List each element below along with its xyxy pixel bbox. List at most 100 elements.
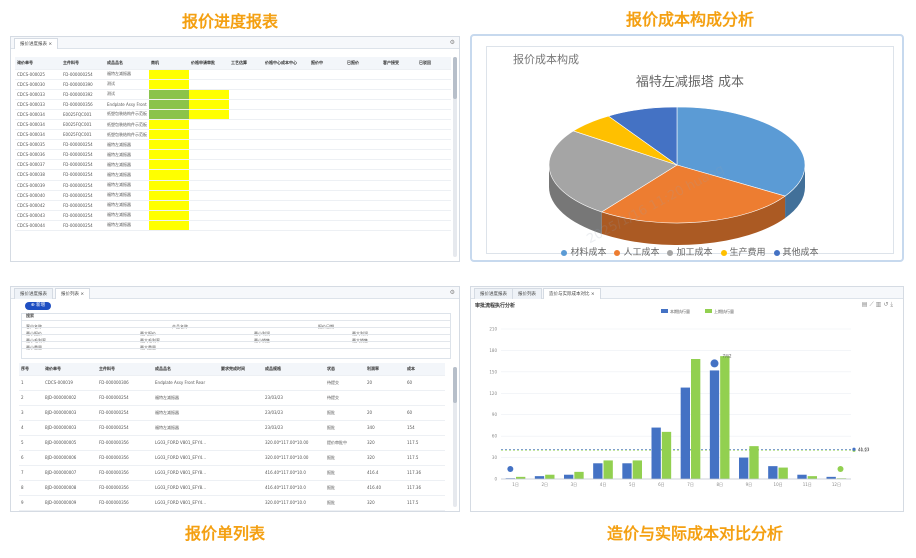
table-row[interactable]: CDCS-000030 FD-000000390 测试 bbox=[15, 79, 451, 90]
bar[interactable] bbox=[749, 446, 759, 479]
tab-progress-report[interactable]: 报价进度报表 bbox=[14, 288, 53, 299]
column-header[interactable]: 客户接受 bbox=[381, 57, 417, 70]
legend-item[interactable]: 材料成本 bbox=[561, 248, 606, 258]
column-header[interactable]: 序号 bbox=[19, 363, 43, 376]
table-row[interactable]: 7 BJD-000000007 FD-000000356 LG03_FORD V801… bbox=[19, 465, 445, 481]
column-header[interactable]: 价格中心成本中心 bbox=[263, 57, 309, 70]
column-header[interactable]: 工艺估算 bbox=[229, 57, 263, 70]
table-row[interactable]: 2 BJD-000000002 FD-000000254 福特左减振器 23/03/23… bbox=[19, 390, 445, 406]
tab-cost-compare[interactable]: 造价与实际成本对比 × bbox=[543, 288, 601, 299]
table-row[interactable]: CDCS-000043 FD-000000254 福特左减振器 bbox=[15, 210, 451, 221]
table-row[interactable]: 1 CDCS-000019 FD-000000306 Endplate Assy Fr… bbox=[19, 375, 445, 391]
table-row[interactable]: 4 BJD-000000003 FD-000000254 福特左减振器 23/03/23… bbox=[19, 420, 445, 436]
bar[interactable] bbox=[691, 359, 701, 479]
column-header[interactable]: 主件料号 bbox=[97, 363, 153, 376]
filter-label[interactable]: 最大重量 bbox=[140, 345, 156, 351]
pie-slice[interactable] bbox=[601, 164, 786, 224]
table-row[interactable]: CDCS-000038 FD-000000254 福特左减振器 bbox=[15, 169, 451, 181]
column-header[interactable]: 要求完成时间 bbox=[219, 363, 263, 376]
table-row[interactable]: CDCS-000040 FD-000000254 福特左减振器 bbox=[15, 190, 451, 201]
bar[interactable] bbox=[516, 476, 526, 479]
table-row[interactable]: CDCS-000037 FD-000000254 福特左减振器 bbox=[15, 159, 451, 171]
table-row[interactable]: 6 BJD-000000006 FD-000000356 LG03_FORD V801… bbox=[19, 450, 445, 466]
filter-label[interactable]: 最小利润 bbox=[254, 331, 270, 337]
tab-quote-list[interactable]: 报价列表 × bbox=[55, 288, 91, 299]
table-row[interactable]: CDCS-000033 FD-000000392 测试 bbox=[15, 89, 451, 100]
bar[interactable] bbox=[739, 457, 749, 479]
column-header[interactable]: 成本 bbox=[405, 363, 445, 376]
add-button[interactable]: ⊕ 新增 bbox=[25, 302, 51, 310]
restore-icon[interactable]: ↺ bbox=[883, 301, 891, 308]
bar[interactable] bbox=[778, 467, 788, 479]
vertical-scrollbar[interactable] bbox=[453, 367, 457, 507]
pie-slice[interactable] bbox=[548, 130, 678, 213]
legend-item[interactable]: 人工成本 bbox=[614, 248, 659, 258]
bar[interactable] bbox=[661, 431, 672, 479]
filter-label[interactable]: 最小重量 bbox=[26, 345, 42, 351]
bar[interactable] bbox=[680, 387, 690, 479]
filter-label[interactable]: 最大报价 bbox=[140, 331, 156, 337]
bar[interactable] bbox=[836, 478, 847, 479]
vertical-scrollbar[interactable] bbox=[453, 57, 457, 257]
bar[interactable] bbox=[564, 474, 574, 479]
bar[interactable] bbox=[534, 476, 545, 479]
bar[interactable] bbox=[797, 474, 807, 479]
pie-slice[interactable] bbox=[607, 106, 678, 166]
filter-label[interactable]: 报价日期 bbox=[318, 324, 334, 330]
legend-item[interactable]: 加工成本 bbox=[667, 248, 713, 258]
table-row[interactable]: CDCS-000035 FD-000000254 福特左减振器 bbox=[15, 139, 451, 151]
table-row[interactable]: 8 BJD-000000008 FD-000000356 LG03_FORD V801… bbox=[19, 480, 445, 496]
column-header[interactable]: 状态 bbox=[325, 363, 365, 376]
filter-label[interactable]: 最小毛利率 bbox=[26, 338, 46, 344]
bar[interactable] bbox=[545, 474, 555, 479]
filter-label[interactable]: 最大利润 bbox=[352, 331, 368, 337]
tab-quote-list[interactable]: 报价列表 bbox=[512, 288, 542, 299]
table-row[interactable]: 9 BJD-000000009 FD-000000356 LG03_FORD V801… bbox=[19, 495, 445, 511]
bar[interactable] bbox=[632, 460, 642, 479]
data-view-icon[interactable]: ▤ bbox=[861, 301, 870, 308]
bar[interactable] bbox=[622, 463, 632, 479]
bar[interactable] bbox=[807, 476, 817, 479]
tab-progress-report[interactable]: 报价进度报表 × bbox=[14, 38, 59, 49]
bar[interactable] bbox=[593, 463, 603, 479]
bar[interactable] bbox=[574, 471, 584, 479]
table-row[interactable]: CDCS-000044 FD-000000254 福特左减振器 bbox=[15, 220, 451, 232]
table-row[interactable]: CDCS-000042 FD-000000254 福特左减振器 bbox=[15, 200, 451, 211]
table-row[interactable]: CDCS-000039 FD-000000254 福特左减振器 bbox=[15, 180, 451, 191]
filter-label[interactable]: 最大毛利率 bbox=[140, 338, 160, 344]
column-header[interactable]: 成品品名 bbox=[105, 57, 149, 70]
column-header[interactable]: 价格申请审批 bbox=[189, 57, 229, 70]
column-header[interactable]: 询价单号 bbox=[43, 363, 97, 376]
table-row[interactable]: CDCS-000034 E0025FQC001 纸塑包装结构件示范板 bbox=[15, 119, 451, 131]
filter-label[interactable]: 最大销售 bbox=[352, 338, 368, 344]
bar[interactable] bbox=[720, 356, 730, 479]
bar[interactable] bbox=[826, 476, 836, 479]
column-header[interactable]: 询价单号 bbox=[15, 57, 61, 70]
tab-progress-report[interactable]: 报价进度报表 bbox=[474, 288, 513, 299]
filter-label[interactable]: 最小销售 bbox=[254, 338, 270, 344]
filter-label[interactable]: 产品名称 bbox=[172, 324, 188, 330]
pie-slice[interactable] bbox=[676, 106, 806, 197]
column-header[interactable]: 已驳回 bbox=[417, 57, 451, 70]
gear-icon[interactable]: ⚙ bbox=[449, 289, 455, 296]
column-header[interactable]: 成品品名 bbox=[153, 363, 219, 376]
legend-swatch[interactable] bbox=[705, 309, 712, 313]
legend-item[interactable]: 生产费用 bbox=[720, 248, 766, 258]
table-row[interactable]: CDCS-000034 E0025FQC001 纸塑包装结构件示范板 bbox=[15, 109, 451, 120]
bar[interactable] bbox=[768, 466, 778, 479]
table-row[interactable]: CDCS-000033 FD-000000356 Endplate Assy Fro… bbox=[15, 99, 451, 110]
filter-label[interactable]: 最小报价 bbox=[26, 331, 42, 337]
column-header[interactable]: 已报价 bbox=[345, 57, 381, 70]
table-row[interactable]: CDCS-000025 FD-000000254 福特左减振器 bbox=[15, 69, 451, 80]
bar[interactable] bbox=[603, 460, 613, 479]
table-row[interactable]: 3 BJD-000000003 FD-000000254 福特左减振器 23/03/23… bbox=[19, 405, 445, 421]
column-header[interactable]: 成品规格 bbox=[263, 363, 325, 376]
bar[interactable] bbox=[505, 478, 515, 479]
legend-swatch[interactable] bbox=[661, 309, 668, 313]
gear-icon[interactable]: ⚙ bbox=[449, 39, 455, 46]
column-header[interactable]: 报价中 bbox=[309, 57, 345, 70]
bar[interactable] bbox=[651, 427, 661, 479]
line-switch-icon[interactable]: ⟋ bbox=[869, 301, 876, 308]
column-header[interactable]: 商机 bbox=[149, 57, 189, 70]
filter-label[interactable]: 客户名称 bbox=[26, 324, 42, 330]
